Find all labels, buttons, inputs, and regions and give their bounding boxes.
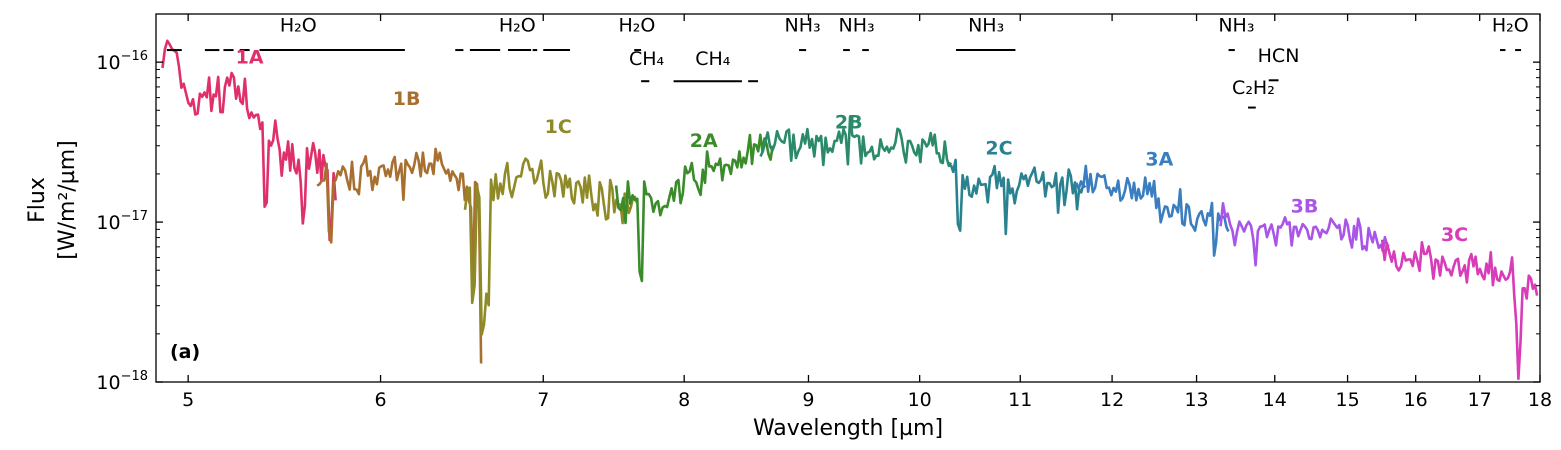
x-tick-label-11: 11 — [1008, 389, 1032, 411]
x-tick-label-13: 13 — [1184, 389, 1208, 411]
y-tick-label-1: 10−17 — [96, 209, 148, 234]
x-tick-label-7: 7 — [537, 389, 549, 411]
feature-label-10: C₂H₂ — [1232, 77, 1275, 99]
region-label-1C: 1C — [545, 116, 572, 138]
region-label-1A: 1A — [236, 47, 264, 69]
region-label-1B: 1B — [393, 88, 421, 110]
region-label-2B: 2B — [835, 111, 863, 133]
series-1C — [463, 157, 639, 336]
x-tick-label-6: 6 — [375, 389, 387, 411]
y-axis-title-line2: [W/m²/µm] — [55, 140, 80, 259]
feature-label-11: H₂O — [1492, 15, 1529, 37]
region-label-2C: 2C — [985, 137, 1012, 159]
feature-label-4: CH₄ — [695, 48, 731, 70]
region-label-3A: 3A — [1145, 149, 1173, 171]
x-tick-label-5: 5 — [182, 389, 194, 411]
series-3C — [1380, 239, 1539, 381]
x-tick-label-15: 15 — [1335, 389, 1359, 411]
plot-frame — [155, 13, 1541, 383]
feature-label-2: H₂O — [619, 15, 656, 37]
panel-label: (a) — [170, 341, 200, 363]
region-label-2A: 2A — [690, 130, 718, 152]
series-3A — [1075, 164, 1230, 257]
x-tick-label-14: 14 — [1263, 389, 1287, 411]
x-tick-label-12: 12 — [1100, 389, 1124, 411]
region-label-3C: 3C — [1441, 224, 1468, 246]
feature-label-1: H₂O — [499, 15, 536, 37]
series-layer — [161, 39, 1539, 381]
series-2A — [614, 133, 774, 283]
region-label-layer: 1A 1B 1C 2A 2B 2C 3A 3B 3C — [236, 47, 1468, 247]
x-tick-label-17: 17 — [1468, 389, 1492, 411]
series-1B — [316, 147, 483, 364]
region-label-3B: 3B — [1291, 195, 1319, 217]
series-2B — [759, 115, 953, 168]
y-tick-label-0: 10−16 — [96, 49, 148, 74]
series-1A — [161, 39, 337, 242]
feature-label-5: NH₃ — [785, 15, 821, 37]
axis-layer: 5 6 7 8 9 10 11 12 13 14 15 16 17 18 10−16 10−17 10−18 — [96, 13, 1552, 411]
feature-label-7: NH₃ — [968, 15, 1004, 37]
feature-label-6: NH₃ — [839, 15, 875, 37]
y-axis-title-line1: Flux — [25, 177, 50, 223]
feature-label-8: NH₃ — [1218, 15, 1254, 37]
plot-background — [156, 14, 1540, 382]
x-axis-title: Wavelength [µm] — [753, 416, 943, 441]
y-tick-label-2: 10−18 — [96, 369, 148, 394]
x-tick-label-8: 8 — [678, 389, 690, 411]
x-tick-label-18: 18 — [1528, 389, 1552, 411]
series-2C — [949, 158, 1087, 236]
x-tick-label-16: 16 — [1404, 389, 1428, 411]
x-tick-label-9: 9 — [802, 389, 814, 411]
x-tick-label-10: 10 — [908, 389, 932, 411]
series-3B — [1219, 202, 1390, 267]
feature-label-3: CH₄ — [629, 48, 665, 70]
feature-label-9: HCN — [1258, 45, 1300, 67]
feature-label-0: H₂O — [280, 15, 317, 37]
